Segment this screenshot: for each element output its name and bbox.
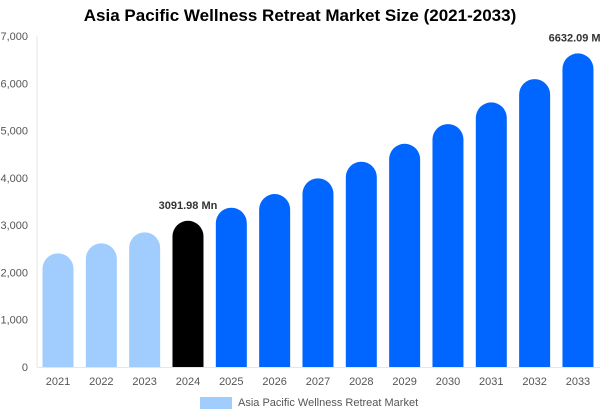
- y-tick-label: 4,000: [0, 173, 28, 185]
- x-tick-label: 2021: [46, 376, 70, 388]
- bar-2022: [85, 243, 117, 367]
- x-tick-label: 2032: [522, 376, 546, 388]
- y-tick-label: 1,000: [0, 315, 28, 327]
- bar-2026: [259, 194, 291, 367]
- bar-2029: [389, 143, 421, 367]
- legend-swatch: [200, 397, 232, 409]
- y-tick-label: 3,000: [0, 220, 28, 232]
- x-tick-label: 2023: [132, 376, 156, 388]
- x-tick-label: 2033: [566, 376, 590, 388]
- bar-2028: [345, 161, 377, 367]
- x-tick-label: 2028: [349, 376, 373, 388]
- y-tick-label: 7,000: [0, 31, 28, 43]
- bar-2021: [42, 253, 74, 367]
- legend[interactable]: Asia Pacific Wellness Retreat Market: [200, 397, 418, 409]
- x-tick-label: 2029: [392, 376, 416, 388]
- x-tick-label: 2031: [479, 376, 503, 388]
- x-tick-label: 2027: [306, 376, 330, 388]
- bar-2031: [475, 102, 507, 367]
- bar-2023: [129, 232, 161, 367]
- legend-label: Asia Pacific Wellness Retreat Market: [238, 397, 419, 409]
- y-tick-label: 5,000: [0, 126, 28, 138]
- y-tick-label: 6,000: [0, 78, 28, 90]
- x-tick-label: 2025: [219, 376, 243, 388]
- data-label-2033: 6632.09 Mn: [549, 32, 600, 44]
- bar-2024: [172, 220, 204, 367]
- bar-2032: [519, 79, 551, 368]
- x-tick-label: 2022: [89, 376, 113, 388]
- bar-2033: [562, 53, 594, 368]
- chart-title: Asia Pacific Wellness Retreat Market Siz…: [83, 6, 517, 25]
- x-tick-label: 2030: [436, 376, 460, 388]
- bar-2025: [215, 207, 247, 367]
- x-tick-label: 2024: [176, 376, 200, 388]
- x-tick-label: 2026: [262, 376, 286, 388]
- y-tick-label: 2,000: [0, 267, 28, 279]
- bar-2030: [432, 124, 464, 367]
- y-tick-label: 0: [22, 362, 28, 374]
- data-label-2024: 3091.98 Mn: [159, 200, 218, 212]
- bar-2027: [302, 178, 334, 367]
